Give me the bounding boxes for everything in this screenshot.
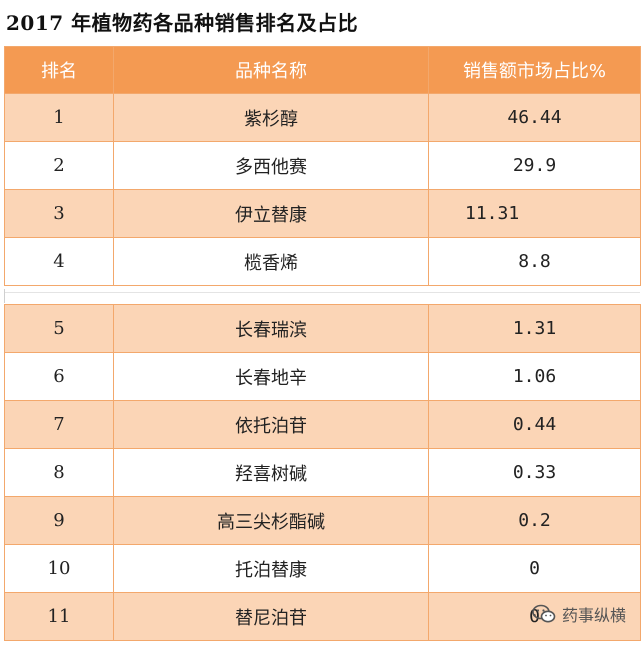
watermark-text: 药事纵横	[561, 606, 626, 625]
cell-name: 榄香烯	[113, 237, 429, 286]
cell-rank: 1	[4, 93, 114, 142]
table-row: 1 紫杉醇 46.44	[4, 93, 641, 142]
cell-rank: 9	[4, 496, 114, 545]
cell-name: 托泊替康	[113, 544, 429, 593]
cell-name: 高三尖杉酯碱	[113, 496, 429, 545]
watermark: 药事纵横	[532, 602, 626, 626]
wechat-icon	[532, 604, 556, 624]
table-row: 3 伊立替康 11.31	[4, 189, 641, 238]
cell-name: 多西他赛	[113, 141, 429, 190]
ranking-table-bottom: 5 长春瑞滨 1.31 6 长春地辛 1.06 7 依托泊苷 0.44 8 羟喜…	[4, 304, 641, 641]
cell-rank: 2	[4, 141, 114, 190]
table-row: 11 替尼泊苷 0	[4, 592, 641, 641]
cell-name: 依托泊苷	[113, 400, 429, 449]
table-row: 4 榄香烯 8.8	[4, 237, 641, 286]
cell-share: 0	[428, 544, 641, 593]
cell-share: 0.44	[428, 400, 641, 449]
header-share: 销售额市场占比%	[428, 46, 641, 94]
table-row: 8 羟喜树碱 0.33	[4, 448, 641, 497]
cell-rank: 8	[4, 448, 114, 497]
cell-rank: 10	[4, 544, 114, 593]
cell-share: 0.33	[428, 448, 641, 497]
table-row: 10 托泊替康 0	[4, 544, 641, 593]
page-break-divider	[4, 292, 640, 293]
cell-rank: 7	[4, 400, 114, 449]
cell-share: 1.31	[428, 304, 641, 353]
cell-name: 长春地辛	[113, 352, 429, 401]
cell-share: 8.8	[428, 237, 641, 286]
cell-rank: 5	[4, 304, 114, 353]
cell-rank: 3	[4, 189, 114, 238]
cell-share: 0	[428, 592, 641, 641]
table-row: 2 多西他赛 29.9	[4, 141, 641, 190]
page-break-marker	[4, 289, 5, 303]
table-row: 7 依托泊苷 0.44	[4, 400, 641, 449]
header-rank: 排名	[4, 46, 114, 94]
ranking-table-top: 排名 品种名称 销售额市场占比% 1 紫杉醇 46.44 2 多西他赛 29.9…	[4, 46, 641, 286]
cell-share: 1.06	[428, 352, 641, 401]
cell-name: 紫杉醇	[113, 93, 429, 142]
cell-name: 长春瑞滨	[113, 304, 429, 353]
cell-rank: 11	[4, 592, 114, 641]
table-row: 9 高三尖杉酯碱 0.2	[4, 496, 641, 545]
cell-share: 29.9	[428, 141, 641, 190]
table-row: 5 长春瑞滨 1.31	[4, 304, 641, 353]
cell-share: 11.31	[428, 189, 641, 238]
cell-rank: 6	[4, 352, 114, 401]
cell-share: 46.44	[428, 93, 641, 142]
header-name: 品种名称	[113, 46, 429, 94]
cell-rank: 4	[4, 237, 114, 286]
cell-name: 羟喜树碱	[113, 448, 429, 497]
cell-name: 伊立替康	[113, 189, 429, 238]
cell-name: 替尼泊苷	[113, 592, 429, 641]
cell-share: 0.2	[428, 496, 641, 545]
page-title: 2017 年植物药各品种销售排名及占比	[6, 11, 359, 35]
table-header-row: 排名 品种名称 销售额市场占比%	[4, 46, 641, 94]
table-row: 6 长春地辛 1.06	[4, 352, 641, 401]
